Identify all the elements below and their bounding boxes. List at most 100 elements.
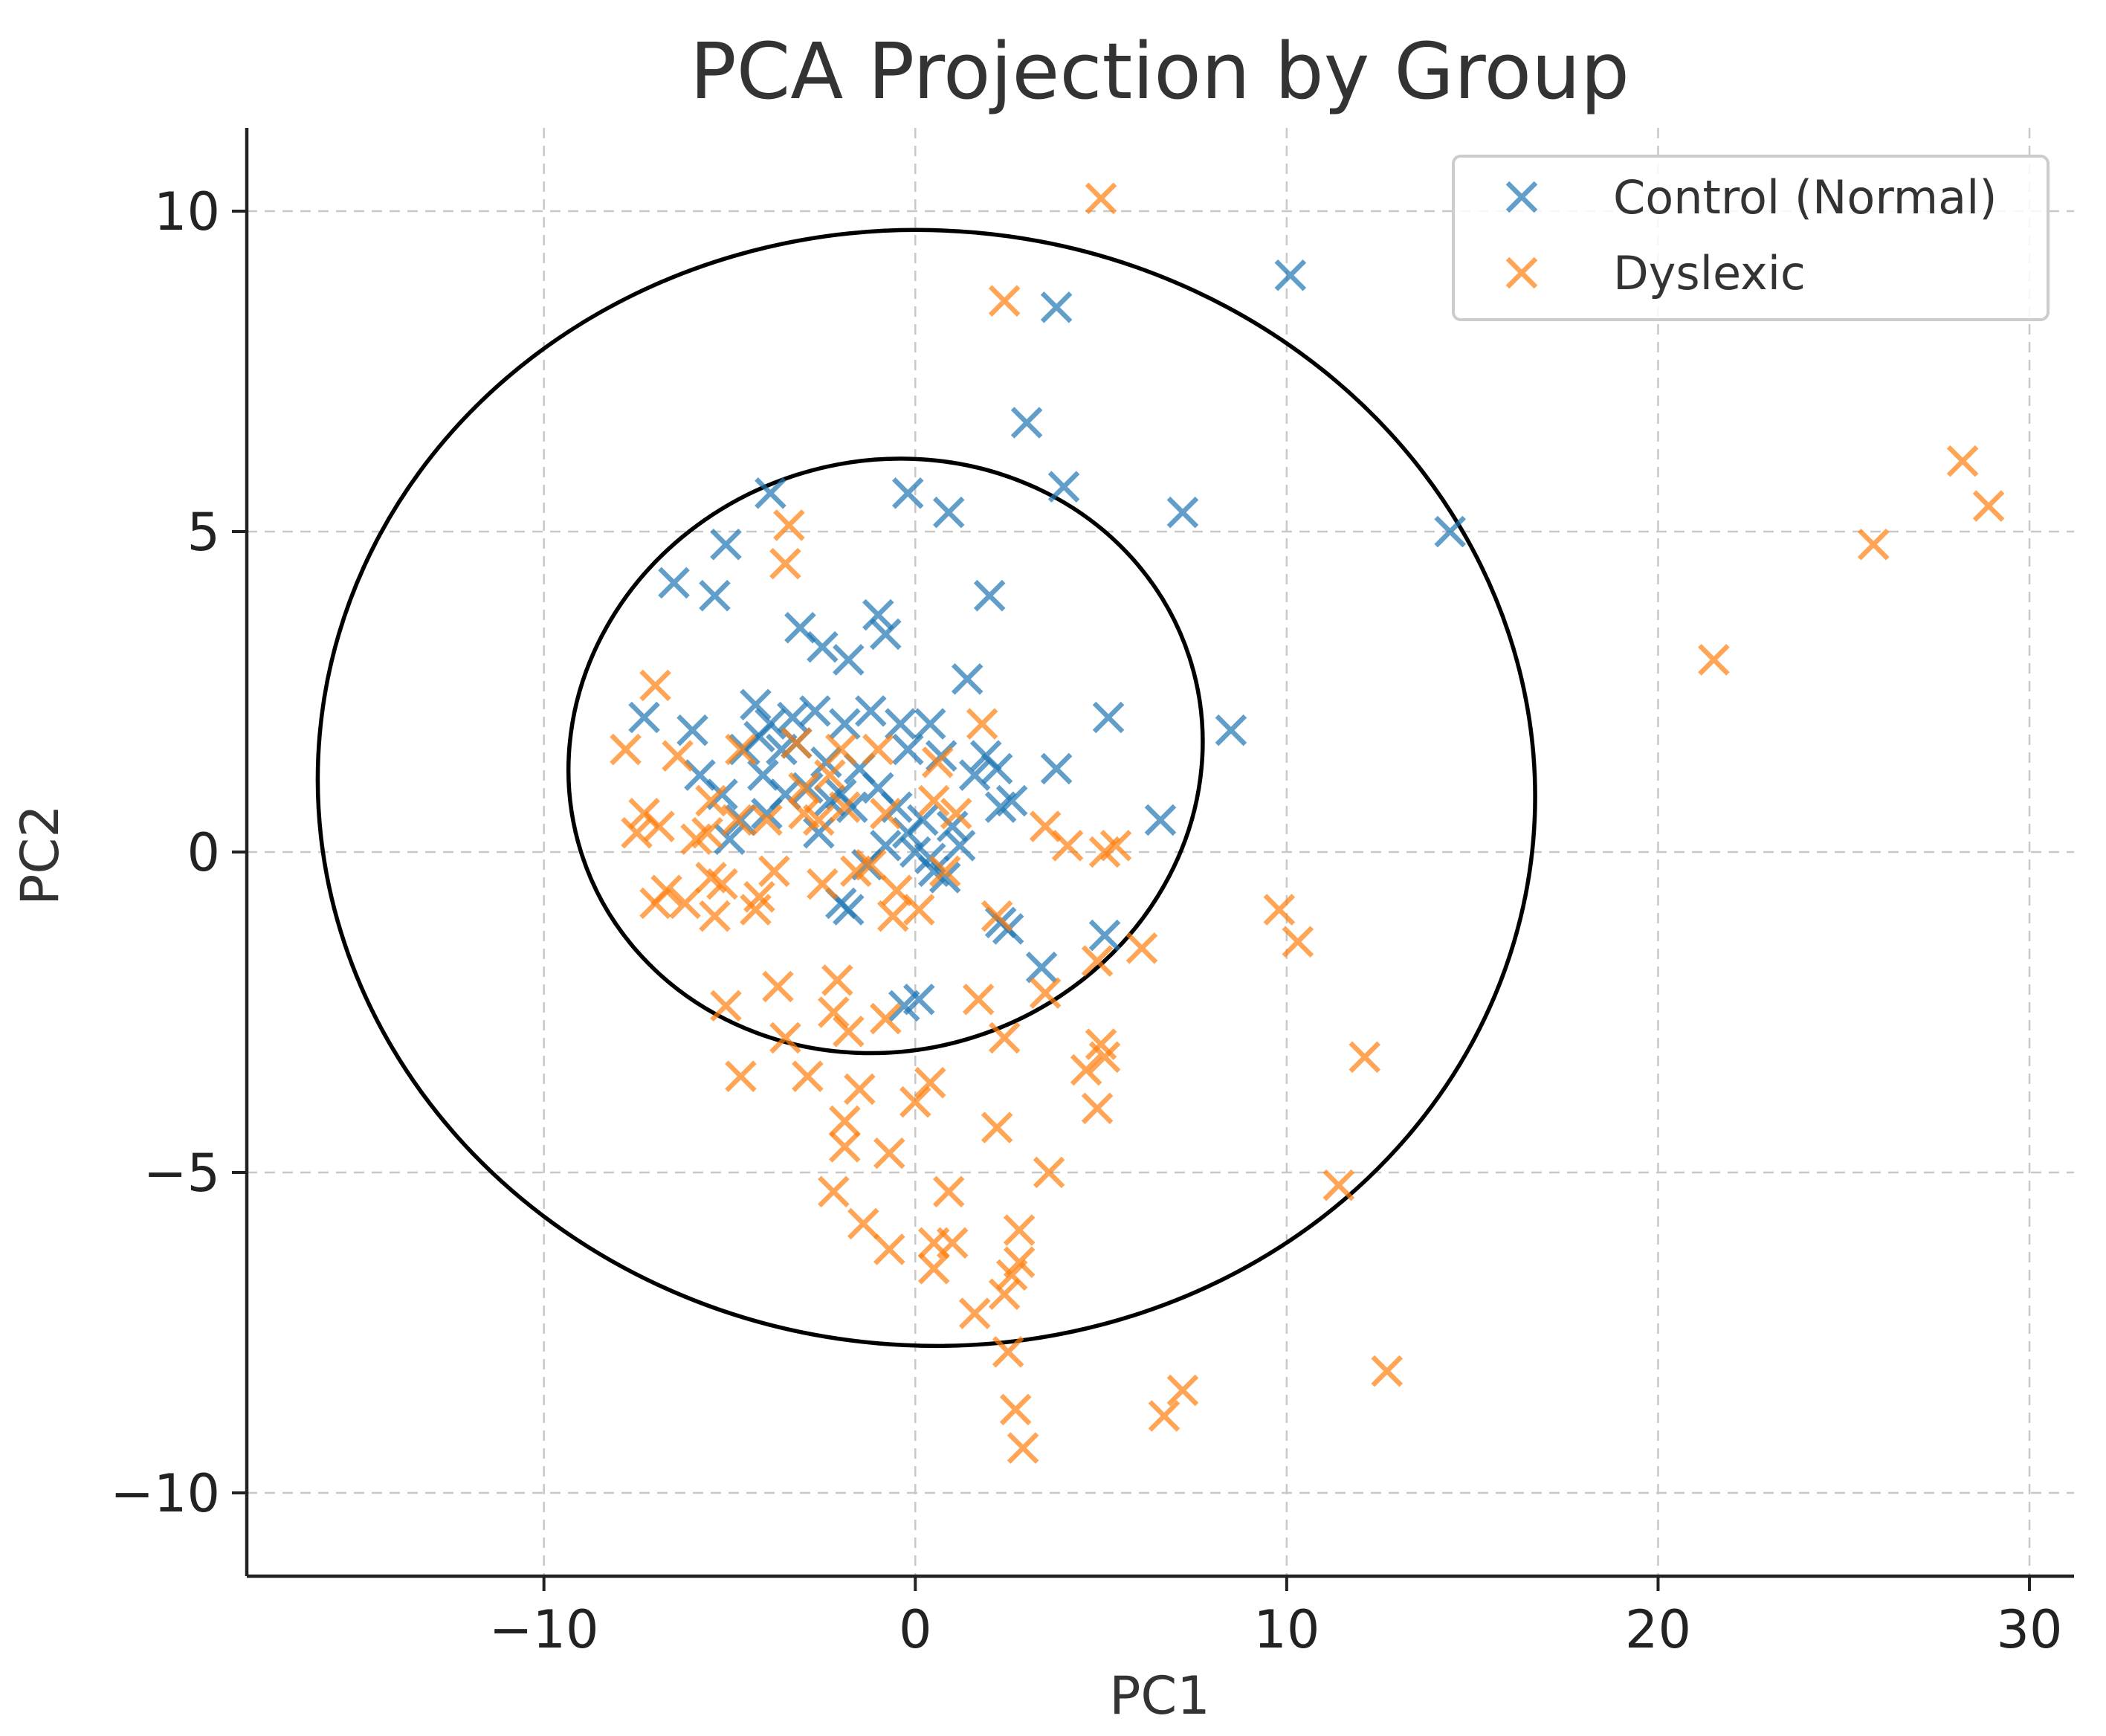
- point-dyslexic-69: [844, 1073, 876, 1106]
- point-dyslexic-50: [981, 900, 1013, 932]
- point-dyslexic-90: [958, 1297, 991, 1329]
- point-control-29: [855, 695, 887, 727]
- legend-marker-dyslexic: [1505, 256, 1538, 289]
- x-tick-label-2: 10: [1253, 1599, 1320, 1660]
- point-dyslexic-67: [725, 1060, 757, 1092]
- x-axis-label: PC1: [1109, 1665, 1210, 1726]
- point-control-70: [958, 759, 991, 791]
- point-control-76: [803, 816, 835, 849]
- point-dyslexic-2: [1946, 445, 1979, 477]
- y-tick-label-3: 5: [187, 502, 220, 563]
- point-dyslexic-5: [1698, 644, 1730, 676]
- point-dyslexic-8: [639, 669, 671, 702]
- point-dyslexic-70: [914, 1067, 946, 1099]
- point-dyslexic-14: [825, 733, 857, 766]
- point-control-19: [1092, 701, 1125, 734]
- point-dyslexic-16: [921, 746, 954, 778]
- point-control-9: [710, 528, 742, 561]
- point-control-18: [951, 662, 983, 695]
- point-control-16: [807, 630, 839, 663]
- y-tick-label-0: −10: [110, 1463, 220, 1524]
- point-control-52: [928, 862, 961, 894]
- x-tick-label-3: 20: [1625, 1599, 1691, 1660]
- point-control-53: [943, 830, 976, 862]
- scatter-points: [610, 182, 2005, 1464]
- point-dyslexic-79: [818, 1175, 850, 1208]
- point-dyslexic-60: [1029, 977, 1062, 1009]
- y-tick-label-1: −5: [143, 1143, 220, 1204]
- point-dyslexic-13: [781, 727, 813, 759]
- point-control-6: [891, 477, 924, 509]
- point-dyslexic-51: [1125, 932, 1158, 964]
- point-dyslexic-4: [1857, 528, 1890, 561]
- point-dyslexic-73: [829, 1105, 861, 1138]
- point-dyslexic-95: [999, 1393, 1032, 1426]
- point-control-34: [981, 752, 1013, 785]
- point-dyslexic-82: [873, 1233, 905, 1265]
- point-dyslexic-86: [1003, 1214, 1036, 1246]
- point-control-11: [699, 579, 731, 612]
- point-control-55: [995, 784, 1028, 817]
- confidence-ellipse-1: [566, 456, 1205, 1056]
- point-dyslexic-19: [643, 810, 675, 842]
- point-dyslexic-63: [1070, 1053, 1102, 1086]
- point-control-75: [751, 797, 783, 830]
- point-control-56: [1144, 804, 1177, 836]
- point-control-32: [891, 733, 924, 766]
- point-dyslexic-6: [773, 509, 805, 541]
- point-dyslexic-26: [829, 791, 861, 823]
- point-dyslexic-44: [876, 900, 909, 932]
- point-dyslexic-39: [758, 855, 790, 888]
- point-dyslexic-3: [1972, 490, 2005, 522]
- point-control-8: [755, 477, 786, 509]
- point-dyslexic-43: [902, 894, 935, 926]
- point-dyslexic-72: [1081, 1092, 1114, 1125]
- point-control-4: [1047, 471, 1080, 503]
- point-dyslexic-48: [1263, 894, 1296, 926]
- point-dyslexic-27: [870, 797, 902, 830]
- point-dyslexic-88: [995, 1259, 1028, 1291]
- point-dyslexic-61: [988, 1022, 1021, 1054]
- point-dyslexic-53: [762, 970, 794, 1003]
- y-axis-label: PC2: [10, 804, 71, 906]
- grid-lines: [247, 128, 2074, 1576]
- point-control-20: [1215, 714, 1247, 746]
- point-dyslexic-97: [788, 772, 820, 804]
- point-dyslexic-7: [769, 547, 801, 580]
- point-control-1: [1274, 259, 1307, 291]
- legend: Control (Normal) Dyslexic: [1452, 155, 2050, 321]
- legend-marker-control: [1505, 181, 1538, 213]
- point-control-35: [1040, 752, 1073, 785]
- point-dyslexic-31: [1051, 830, 1084, 862]
- point-dyslexic-68: [792, 1060, 824, 1092]
- point-control-24: [740, 688, 772, 721]
- point-control-7: [932, 496, 965, 529]
- point-control-28: [829, 708, 861, 740]
- point-dyslexic-56: [710, 990, 742, 1022]
- point-control-15: [870, 618, 902, 651]
- y-tick-label-4: 10: [154, 181, 220, 242]
- point-dyslexic-1: [988, 285, 1021, 317]
- point-control-12: [973, 579, 1006, 612]
- point-dyslexic-23: [751, 804, 783, 836]
- point-dyslexic-98: [855, 848, 887, 881]
- chart-title: PCA Projection by Group: [690, 26, 1629, 117]
- point-dyslexic-10: [610, 733, 642, 766]
- point-control-5: [1166, 496, 1199, 529]
- point-dyslexic-100: [680, 823, 712, 856]
- legend-label-control: Control (Normal): [1613, 170, 1997, 225]
- point-dyslexic-52: [1081, 945, 1114, 977]
- point-dyslexic-76: [981, 1111, 1013, 1143]
- point-dyslexic-93: [1166, 1374, 1199, 1407]
- point-dyslexic-45: [699, 900, 731, 932]
- point-control-26: [777, 701, 809, 734]
- point-dyslexic-29: [940, 797, 972, 830]
- point-control-27: [799, 695, 831, 727]
- legend-label-dyslexic: Dyslexic: [1613, 246, 1806, 300]
- point-dyslexic-35: [669, 887, 701, 920]
- point-dyslexic-40: [807, 868, 839, 900]
- point-dyslexic-66: [769, 1022, 801, 1054]
- point-dyslexic-22: [721, 804, 753, 836]
